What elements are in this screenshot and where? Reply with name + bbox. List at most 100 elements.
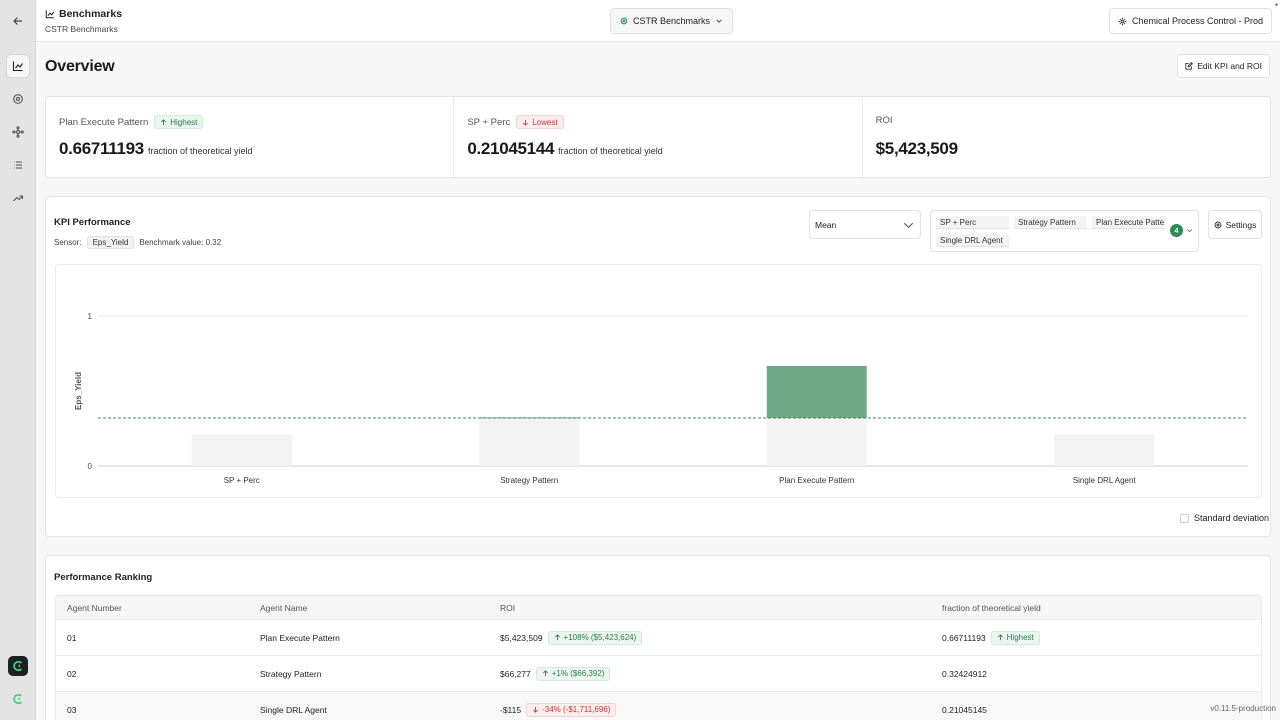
page-title-text: Benchmarks [59,8,123,20]
column-header[interactable]: Agent Number [67,602,122,613]
bar-base [479,418,580,466]
environment-selector[interactable]: Chemical Process Control - Prod [1108,8,1272,34]
bar [191,434,292,466]
nav-benchmarks[interactable] [6,54,30,78]
x-tick-label: Single DRL Agent [1073,476,1137,485]
agent-chip[interactable]: Strategy Pattern [1014,216,1087,229]
kpi-bar-chart: 0 1 Eps_Yield SP + Perc Strategy Pattern Plan… [55,264,1262,498]
chevron-down-icon [716,19,722,23]
chart-svg: 0 1 Eps_Yield SP + Perc Strategy Pattern Plan… [74,312,1248,485]
sensor-chip: Eps_Yield [86,236,135,249]
chart-settings-button[interactable]: Settings [1208,210,1262,239]
settings-cog-icon [1118,17,1127,25]
back-button[interactable] [6,9,30,33]
roi-change-badge: +108% ($5,423,624) [547,630,643,645]
bar-base [766,418,867,466]
table-header-row: Agent Number Agent Name ROI fraction of … [56,596,1261,620]
ranking-table: Agent Number Agent Name ROI fraction of … [55,595,1262,720]
left-rail [0,0,36,720]
arrow-left-icon [13,17,22,25]
roi-cell: $66,277 +1% ($66,392) [500,656,611,691]
roi-value: $66,277 [500,668,531,679]
line-chart-icon [45,10,55,19]
gear-icon [620,17,628,25]
kpi-unit: fraction of theoretical yield [558,146,663,156]
chevron-down-icon [904,222,913,229]
column-header[interactable]: ROI [500,602,516,613]
yield-cell: 0.66711193 Highest [942,620,1040,655]
agent-number: 01 [67,632,77,643]
nav-trends[interactable] [6,186,30,210]
kpi-label: ROI [875,115,893,126]
roi-cell: $5,423,509 +108% ($5,423,624) [500,620,643,655]
agent-chip[interactable]: Single DRL Agent [936,234,1009,247]
sensor-info: Sensor: Eps_Yield Benchmark value: 0.32 [54,236,221,249]
highest-badge: Highest [154,115,204,129]
table-row[interactable]: 01 Plan Execute Pattern $5,423,509 +108%… [56,620,1261,656]
nav-list[interactable] [6,153,30,177]
project-selector[interactable]: CSTR Benchmarks [610,8,734,34]
app-logo-secondary[interactable] [8,689,28,709]
y-axis-label: Eps_Yield [74,372,83,410]
arrow-up-icon [161,118,167,125]
table-row[interactable]: 02 Strategy Pattern $66,277 +1% ($66,392… [56,656,1261,692]
edit-kpi-roi-button[interactable]: Edit KPI and ROI [1177,54,1270,78]
y-tick-label: 1 [88,312,93,321]
nav-network[interactable] [6,120,30,144]
agent-chip[interactable]: Plan Execute Patte... [1092,216,1165,229]
agent-chip[interactable]: SP + Perc [936,216,1009,229]
yield-cell: 0.32424912 [942,656,987,691]
column-header[interactable]: fraction of theoretical yield [942,602,1041,613]
std-deviation-checkbox[interactable] [1180,513,1189,523]
agent-number: 03 [67,704,77,715]
sensor-label: Sensor: [54,238,82,247]
kpi-unit: fraction of theoretical yield [147,146,253,156]
lowest-badge: Lowest [516,115,564,129]
arrow-down-icon [533,706,539,713]
badge-text: Lowest [532,117,558,127]
std-deviation-toggle[interactable]: Standard deviation [1180,513,1269,523]
corner-mark: * [1274,2,1278,11]
top-header: Benchmarks CSTR Benchmarks CSTR Benchmar… [36,0,1280,42]
badge-text: Highest [170,117,198,127]
app-logo-icon [13,660,23,672]
benchmark-value: Benchmark value: 0.32 [139,238,222,247]
kpi-performance-title: KPI Performance [54,217,131,228]
project-name: CSTR Benchmarks [633,16,711,26]
x-tick-label: SP + Perc [224,476,260,485]
gear-icon [13,94,23,104]
badge-text: Highest [1006,633,1034,642]
agent-number: 02 [67,668,77,679]
roi-cell: -$115 -34% (-$1,711,696) [500,692,617,720]
app-version: v0.11.5-production [1210,704,1276,713]
agent-name: Strategy Pattern [260,668,322,679]
edit-icon [1185,62,1194,70]
kpi-label: SP + Perc [467,116,511,128]
environment-name: Chemical Process Control - Prod [1131,16,1263,26]
kpi-label: Plan Execute Pattern [59,116,149,128]
yield-value: 0.21045145 [942,704,987,715]
roi-change-badge: +1% ($66,392) [535,666,611,681]
yield-value: 0.32424912 [942,668,987,679]
arrow-up-icon [542,670,548,677]
arrow-up-icon [554,634,560,641]
column-header[interactable]: Agent Name [260,602,308,613]
app-logo[interactable] [8,656,28,676]
roi-change-text: -34% (-$1,711,696) [542,705,611,714]
kpi-value: $5,423,509 [875,139,958,158]
roi-change-text: +108% ($5,423,624) [563,633,637,642]
trending-up-icon [13,195,24,202]
kpi-value: 0.21045144 [467,139,555,158]
aggregation-select[interactable]: Mean [809,210,921,239]
agent-multiselect[interactable]: SP + Perc Strategy Pattern Plan Execute … [930,210,1199,252]
kpi-roi: ROI $5,423,509 [863,97,1270,177]
table-row[interactable]: 03 Single DRL Agent -$115 -34% (-$1,711,… [56,692,1261,720]
highest-badge: Highest [990,630,1040,645]
line-chart-icon [12,61,23,72]
chevron-down-icon [1187,229,1192,233]
nav-settings[interactable] [6,87,30,111]
roi-value: $5,423,509 [500,632,543,643]
kpi-highest: Plan Execute Pattern Highest 0.66711193 … [46,97,455,177]
roi-change-badge: -34% (-$1,711,696) [526,702,617,717]
settings-label: Settings [1225,219,1257,230]
